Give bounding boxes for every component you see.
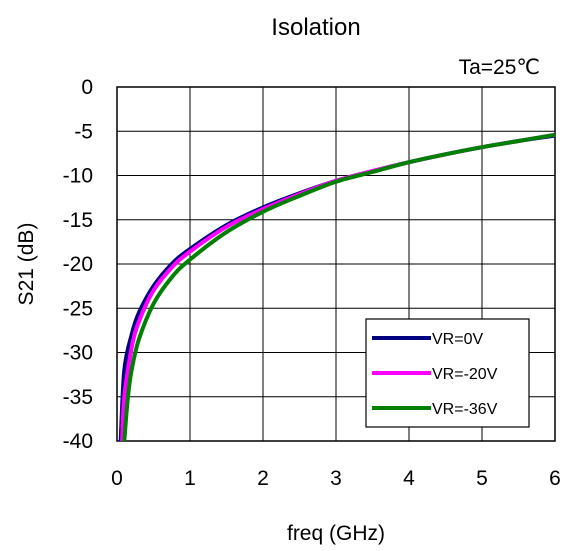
chart-title: Isolation <box>271 14 360 41</box>
y-tick-label: 0 <box>81 76 93 99</box>
x-tick-label: 4 <box>403 467 415 490</box>
x-tick-label: 0 <box>111 467 123 490</box>
legend-label-2: VR=-36V <box>432 401 498 418</box>
y-tick-label: -15 <box>63 209 93 232</box>
plot-frame <box>116 86 556 442</box>
y-tick-label: -40 <box>63 430 93 453</box>
y-tick-label: -5 <box>74 120 93 143</box>
y-tick-label: -10 <box>63 165 93 188</box>
legend-label-0: VR=0V <box>432 331 483 348</box>
x-tick-label: 3 <box>330 467 342 490</box>
series-line-2 <box>122 132 556 442</box>
y-axis-label: S21 (dB) <box>15 223 38 306</box>
x-tick-labels: 0 1 2 3 4 5 6 <box>111 467 561 490</box>
x-tick-label: 2 <box>257 467 269 490</box>
x-tick-label: 1 <box>184 467 196 490</box>
series-layer <box>118 132 556 442</box>
y-tick-label: -25 <box>63 297 93 320</box>
x-axis-label: freq (GHz) <box>287 522 385 545</box>
temperature-annotation: Ta=25℃ <box>459 56 540 79</box>
y-tick-label: -30 <box>63 342 93 365</box>
y-tick-label: -35 <box>63 386 93 409</box>
legend-label-1: VR=-20V <box>432 366 498 383</box>
y-tick-label: -20 <box>63 253 93 276</box>
y-tick-labels: 0 -5 -10 -15 -20 -25 -30 -35 -40 <box>63 76 93 453</box>
x-tick-label: 5 <box>476 467 488 490</box>
x-tick-label: 6 <box>549 467 561 490</box>
legend: VR=0V VR=-20V VR=-36V <box>365 318 530 428</box>
